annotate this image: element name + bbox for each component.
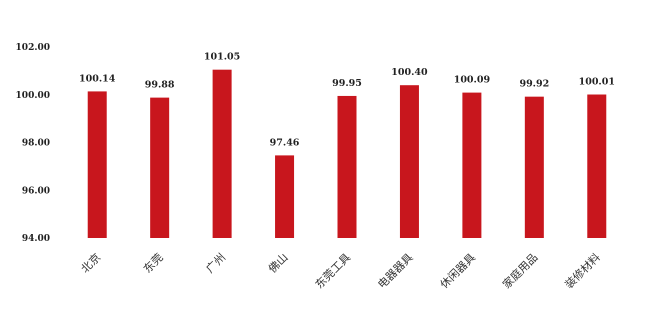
- y-tick-label: 98.00: [22, 139, 50, 149]
- bar: [337, 95, 357, 238]
- data-label: 100.14: [79, 73, 116, 84]
- bar: [87, 91, 107, 238]
- data-label: 100.09: [454, 75, 491, 86]
- bar: [275, 155, 295, 238]
- y-tick-label: 100.00: [16, 91, 50, 101]
- bar: [462, 92, 482, 238]
- y-tick-label: 96.00: [22, 186, 50, 196]
- category-label: 北京: [78, 250, 103, 275]
- data-label: 100.01: [579, 77, 615, 88]
- category-label: 东莞工具: [313, 251, 353, 291]
- data-label: 99.92: [519, 79, 549, 90]
- data-label: 100.40: [391, 67, 428, 78]
- category-label: 佛山: [266, 251, 291, 276]
- data-label: 101.05: [204, 52, 240, 63]
- category-label: 装修材料: [562, 250, 603, 291]
- category-label: 家庭用品: [499, 250, 540, 291]
- category-label: 休闲器具: [437, 250, 478, 291]
- category-label: 广州: [203, 251, 228, 276]
- category-label: 电器器具: [375, 251, 415, 291]
- y-tick-label: 94.00: [22, 234, 50, 244]
- data-label: 97.46: [270, 137, 300, 148]
- bar: [150, 97, 170, 239]
- data-label: 99.88: [145, 80, 175, 91]
- bar: [212, 69, 232, 239]
- y-tick-label: 102.00: [16, 43, 50, 53]
- bar: [399, 85, 419, 238]
- data-label: 99.95: [332, 78, 362, 89]
- bar: [524, 96, 544, 238]
- category-label: 东莞: [141, 251, 166, 276]
- bar: [587, 94, 607, 238]
